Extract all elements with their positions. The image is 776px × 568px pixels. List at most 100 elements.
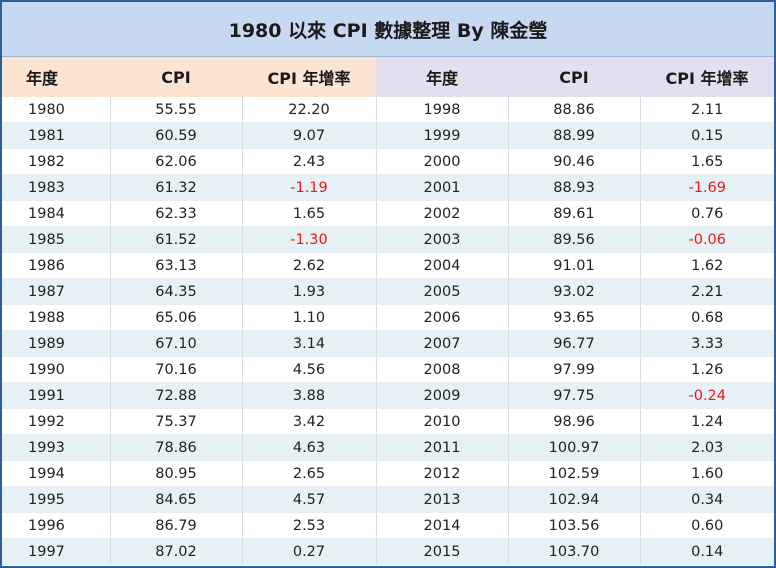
cell-year-right: 2000 [376,148,509,175]
cell-year-left: 1991 [2,382,111,409]
cell-cpi-left: 70.16 [110,356,243,383]
cell-rate-right: 1.24 [640,408,774,435]
cell-cpi-left: 80.95 [110,460,243,487]
cell-cpi-right: 88.99 [508,122,641,149]
cell-cpi-left: 61.32 [110,174,243,201]
cell-year-left: 1995 [2,486,111,513]
cell-cpi-right: 88.93 [508,174,641,201]
cell-cpi-left: 64.35 [110,278,243,305]
cell-cpi-left: 62.33 [110,200,243,227]
cell-year-right: 2008 [376,356,509,383]
cell-cpi-left: 62.06 [110,148,243,175]
header-cpi-right: CPI [508,57,640,97]
cpi-data-table: 年度 CPI CPI 年增率 年度 CPI CPI 年增率 1980 55.55 2… [2,57,774,565]
cell-cpi-right: 98.96 [508,408,641,435]
cell-cpi-right: 103.56 [508,512,641,539]
cell-rate-right: 2.11 [640,97,774,123]
cell-year-right: 2009 [376,382,509,409]
cell-cpi-right: 100.97 [508,434,641,461]
table-row: 1991 72.88 3.88 2009 97.75 -0.24 [2,382,774,409]
cell-cpi-right: 90.46 [508,148,641,175]
cell-cpi-left: 72.88 [110,382,243,409]
table-body: 1980 55.55 22.20 1998 88.86 2.11 1981 60.59 9.07… [2,97,774,565]
cell-rate-right: 0.76 [640,200,774,227]
cell-year-right: 2004 [376,252,509,279]
cell-year-left: 1983 [2,174,111,201]
cell-cpi-left: 75.37 [110,408,243,435]
cell-year-right: 2002 [376,200,509,227]
cell-year-left: 1990 [2,356,111,383]
cell-rate-left: 2.53 [242,512,377,539]
cell-rate-right: 3.33 [640,330,774,357]
cell-rate-left: -1.19 [242,174,377,201]
header-year-right: 年度 [376,57,508,97]
table-row: 1996 86.79 2.53 2014 103.56 0.60 [2,512,774,539]
header-rate-right: CPI 年增率 [640,57,774,97]
cell-year-left: 1993 [2,434,111,461]
cell-rate-left: 2.62 [242,252,377,279]
cell-rate-right: 2.21 [640,278,774,305]
cell-cpi-right: 97.75 [508,382,641,409]
cell-year-left: 1994 [2,460,111,487]
table-row: 1990 70.16 4.56 2008 97.99 1.26 [2,356,774,383]
cell-rate-right: 2.03 [640,434,774,461]
header-row: 年度 CPI CPI 年增率 年度 CPI CPI 年增率 [2,57,774,97]
cell-cpi-left: 63.13 [110,252,243,279]
cell-rate-left: 9.07 [242,122,377,149]
cell-year-left: 1989 [2,330,111,357]
cell-year-left: 1988 [2,304,111,331]
table-row: 1984 62.33 1.65 2002 89.61 0.76 [2,200,774,227]
cell-year-left: 1997 [2,538,111,565]
cell-cpi-right: 89.61 [508,200,641,227]
header-rate-left: CPI 年增率 [242,57,376,97]
cell-cpi-right: 91.01 [508,252,641,279]
cell-cpi-right: 93.65 [508,304,641,331]
cell-cpi-right: 103.70 [508,538,641,565]
cell-year-left: 1996 [2,512,111,539]
cell-year-right: 2012 [376,460,509,487]
cell-rate-left: 3.14 [242,330,377,357]
cell-cpi-right: 88.86 [508,97,641,123]
cell-cpi-left: 60.59 [110,122,243,149]
cell-year-left: 1980 [2,97,111,123]
cell-cpi-right: 93.02 [508,278,641,305]
cell-cpi-right: 96.77 [508,330,641,357]
cell-rate-left: 3.88 [242,382,377,409]
cell-year-right: 1999 [376,122,509,149]
cell-rate-right: 0.15 [640,122,774,149]
table-row: 1988 65.06 1.10 2006 93.65 0.68 [2,304,774,331]
cell-year-left: 1981 [2,122,111,149]
cell-rate-left: 1.93 [242,278,377,305]
cell-cpi-left: 61.52 [110,226,243,253]
cell-year-left: 1982 [2,148,111,175]
cell-rate-left: 0.27 [242,538,377,565]
cell-year-right: 2014 [376,512,509,539]
cell-rate-left: 1.10 [242,304,377,331]
cell-rate-left: 2.43 [242,148,377,175]
table-row: 1994 80.95 2.65 2012 102.59 1.60 [2,460,774,487]
cell-year-right: 2003 [376,226,509,253]
cell-cpi-left: 78.86 [110,434,243,461]
cell-year-right: 2007 [376,330,509,357]
cell-cpi-left: 67.10 [110,330,243,357]
cell-rate-right: 1.60 [640,460,774,487]
cell-rate-left: 4.56 [242,356,377,383]
cell-year-right: 2010 [376,408,509,435]
cell-rate-left: -1.30 [242,226,377,253]
cell-year-right: 2005 [376,278,509,305]
table-row: 1981 60.59 9.07 1999 88.99 0.15 [2,122,774,149]
cell-rate-right: -0.24 [640,382,774,409]
table-row: 1985 61.52 -1.30 2003 89.56 -0.06 [2,226,774,253]
cell-year-left: 1992 [2,408,111,435]
cell-rate-right: 1.26 [640,356,774,383]
cell-cpi-left: 65.06 [110,304,243,331]
table-row: 1980 55.55 22.20 1998 88.86 2.11 [2,97,774,123]
cell-year-left: 1987 [2,278,111,305]
cell-rate-right: 0.60 [640,512,774,539]
table-row: 1997 87.02 0.27 2015 103.70 0.14 [2,538,774,565]
cell-year-right: 1998 [376,97,509,123]
cell-rate-left: 4.57 [242,486,377,513]
table-row: 1982 62.06 2.43 2000 90.46 1.65 [2,148,774,175]
cell-cpi-right: 89.56 [508,226,641,253]
